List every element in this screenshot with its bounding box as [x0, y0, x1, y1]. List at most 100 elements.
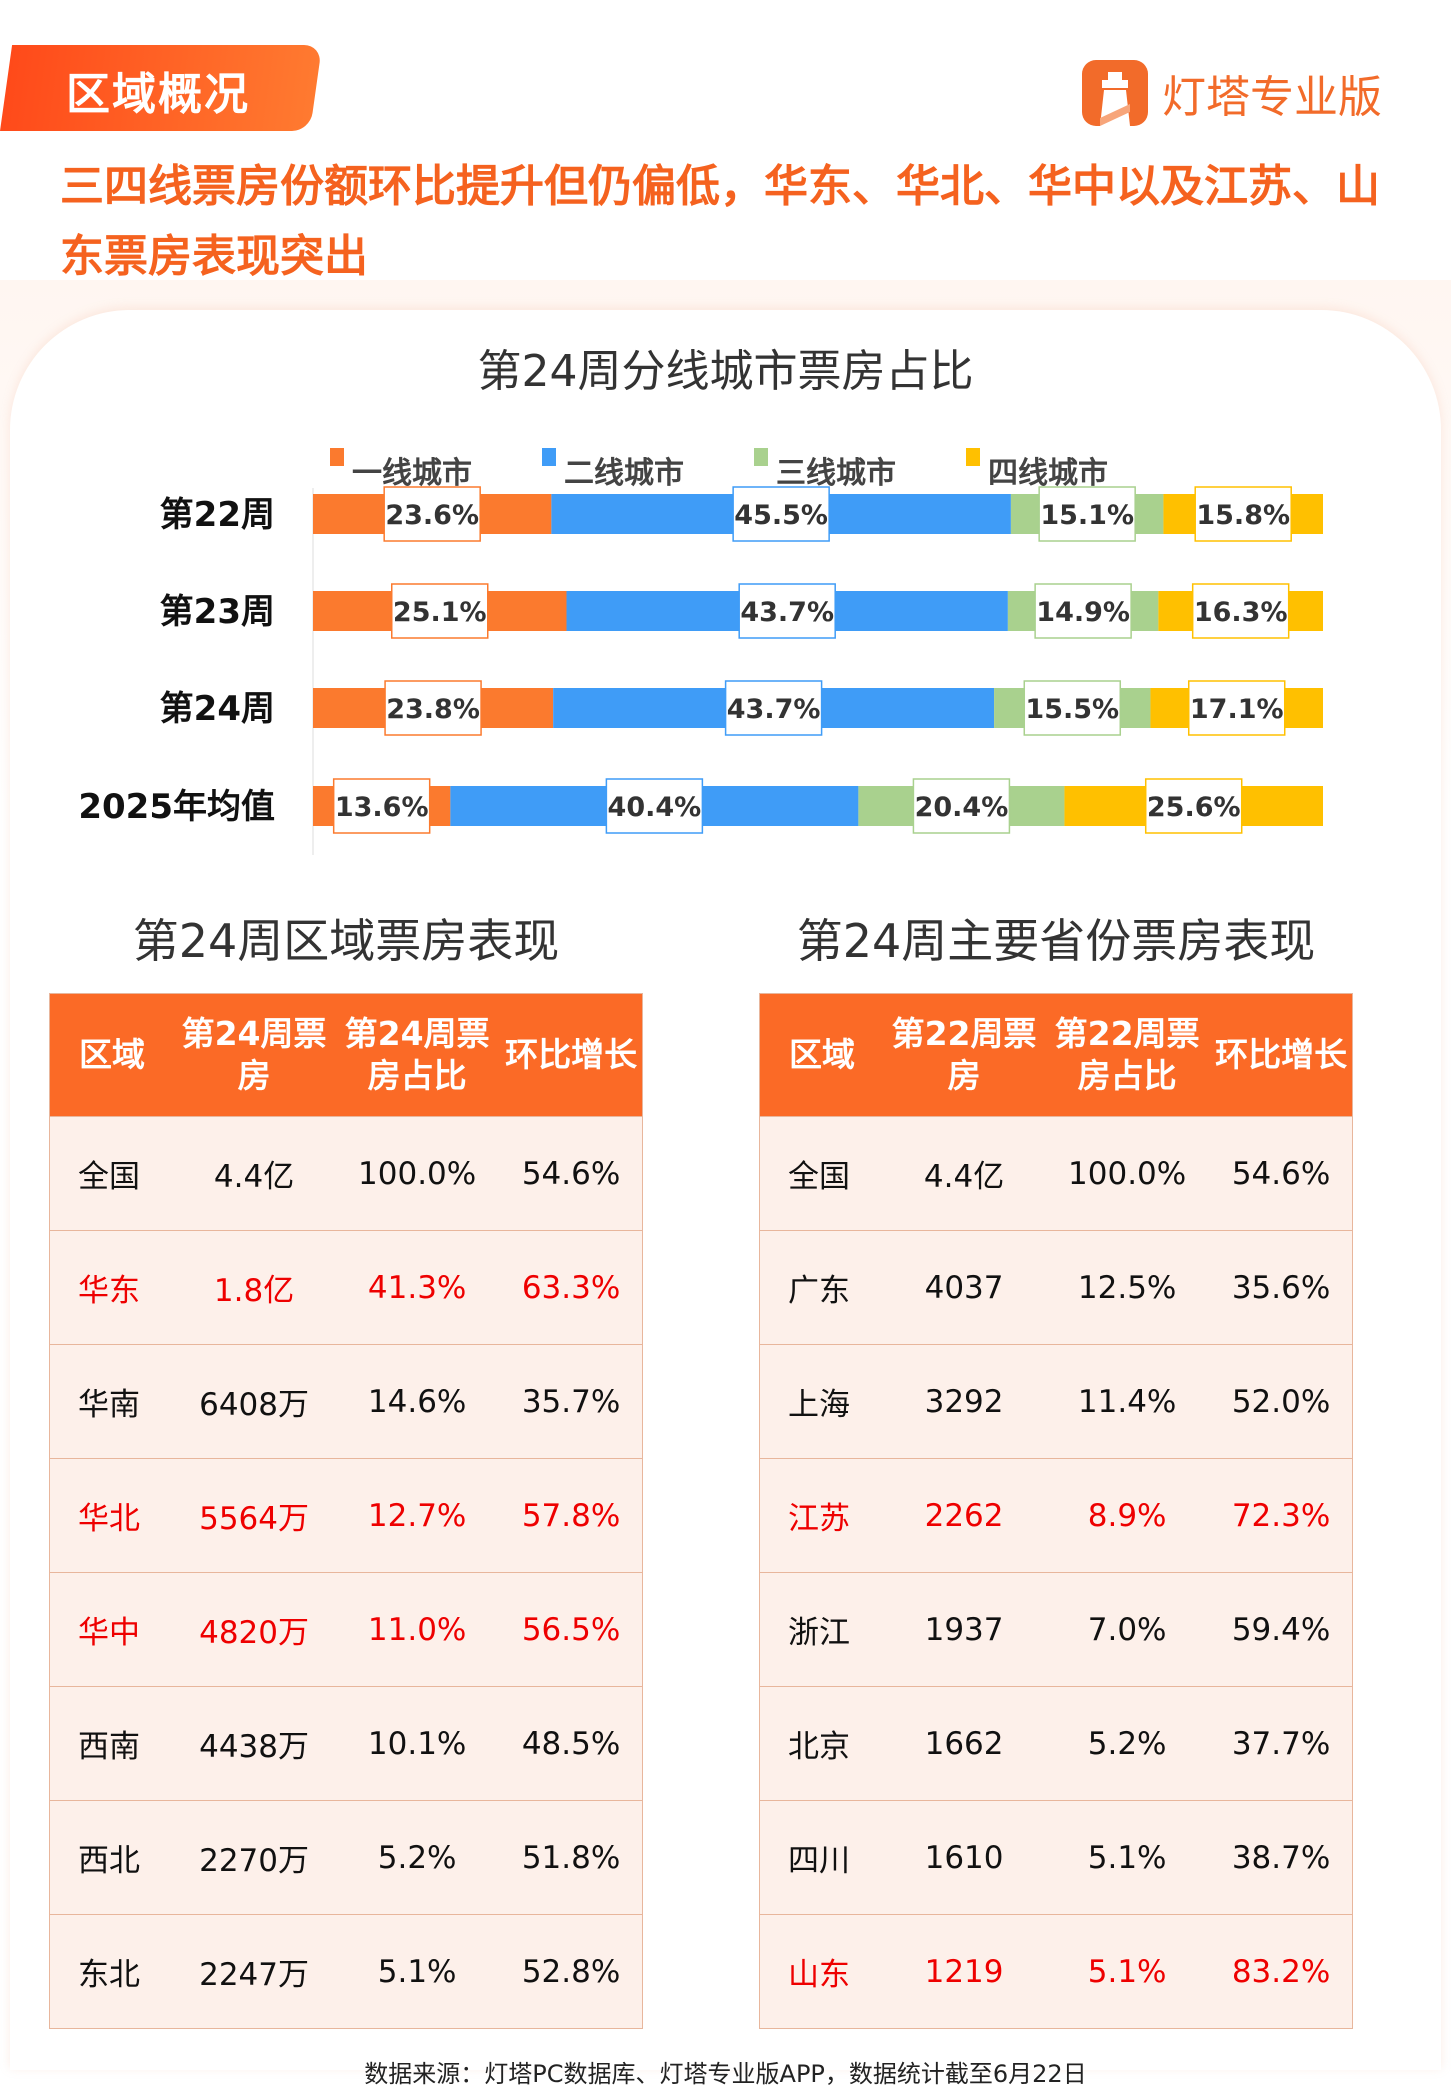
data-label-box	[912, 778, 1011, 834]
table-cell: 100.0%	[334, 1116, 501, 1231]
table-cell: 12.7%	[334, 1458, 501, 1573]
data-label-box	[605, 778, 704, 834]
table-cell: 38.7%	[1210, 1800, 1353, 1915]
table-row: 华中 4820万 11.0% 56.5%	[49, 1572, 643, 1687]
region-table: 区域 第24周票房 第24周票房占比 环比增长 全国 4.4亿 100.0% 54.6% 华东 1…	[49, 993, 643, 2029]
column-header: 第24周票房占比	[334, 993, 501, 1117]
legend-label: 二线城市	[564, 456, 684, 491]
table-row: 山东 1219 5.1% 83.2%	[759, 1914, 1353, 2029]
table-cell: 14.6%	[334, 1344, 501, 1459]
legend-label: 三线城市	[776, 456, 896, 491]
data-label-box	[732, 486, 830, 542]
table-row: 全国 4.4亿 100.0% 54.6%	[49, 1116, 643, 1231]
data-label: 43.7%	[740, 597, 834, 628]
lighthouse-icon	[1082, 60, 1148, 126]
table-cell: 浙江	[759, 1572, 885, 1687]
table-cell: 华北	[49, 1458, 175, 1573]
legend-label: 四线城市	[988, 456, 1108, 491]
table-cell: 12.5%	[1044, 1230, 1211, 1345]
legend-swatch	[966, 448, 980, 466]
brand-logo: 灯塔专业版	[1082, 60, 1382, 126]
column-header: 第22周票房	[884, 993, 1045, 1117]
table-cell: 西北	[49, 1800, 175, 1915]
data-label: 13.6%	[335, 792, 429, 823]
data-label-box	[1023, 680, 1122, 736]
table-row: 华北 5564万 12.7% 57.8%	[49, 1458, 643, 1573]
stacked-bar-chart: 第22周 23.6% 45.5% 15.1% 15.8% 第23周 25.1% 43.7% 14…	[78, 486, 1323, 855]
table-cell: 四川	[759, 1800, 885, 1915]
table-cell: 7.0%	[1044, 1572, 1211, 1687]
table-cell: 上海	[759, 1344, 885, 1459]
data-label: 25.1%	[393, 597, 487, 628]
table-row: 华东 1.8亿 41.3% 63.3%	[49, 1230, 643, 1345]
table-cell: 广东	[759, 1230, 885, 1345]
table-row: 江苏 2262 8.9% 72.3%	[759, 1458, 1353, 1573]
table-cell: 52.0%	[1210, 1344, 1353, 1459]
category-label: 第22周	[160, 495, 275, 535]
table-cell: 2270万	[174, 1800, 335, 1915]
data-label: 43.7%	[727, 694, 821, 725]
table-row: 西南 4438万 10.1% 48.5%	[49, 1686, 643, 1801]
table-cell: 100.0%	[1044, 1116, 1211, 1231]
table-cell: 1219	[884, 1914, 1045, 2029]
table-row: 西北 2270万 5.2% 51.8%	[49, 1800, 643, 1915]
column-header: 区域	[49, 993, 175, 1117]
table-cell: 华东	[49, 1230, 175, 1345]
table-cell: 35.7%	[500, 1344, 643, 1459]
table-row: 上海 3292 11.4% 52.0%	[759, 1344, 1353, 1459]
table-cell: 4.4亿	[174, 1116, 335, 1231]
table-cell: 35.6%	[1210, 1230, 1353, 1345]
category-label: 2025年均值	[78, 787, 275, 827]
table-row: 全国 4.4亿 100.0% 54.6%	[759, 1116, 1353, 1231]
table-cell: 5.1%	[1044, 1914, 1211, 2029]
table-cell: 5.1%	[1044, 1800, 1211, 1915]
table-cell: 西南	[49, 1686, 175, 1801]
table-cell: 山东	[759, 1914, 885, 2029]
table-cell: 48.5%	[500, 1686, 643, 1801]
data-label-box	[1144, 778, 1243, 834]
table-cell: 41.3%	[334, 1230, 501, 1345]
data-label: 45.5%	[734, 500, 828, 531]
table-cell: 2262	[884, 1458, 1045, 1573]
table-cell: 华中	[49, 1572, 175, 1687]
data-label: 23.8%	[386, 694, 480, 725]
table-cell: 4037	[884, 1230, 1045, 1345]
data-label-box	[332, 778, 431, 834]
table-row: 浙江 1937 7.0% 59.4%	[759, 1572, 1353, 1687]
table-row: 四川 1610 5.1% 38.7%	[759, 1800, 1353, 1915]
data-label: 14.9%	[1036, 597, 1130, 628]
legend-item: 三线城市	[754, 448, 896, 492]
column-header: 第22周票房占比	[1044, 993, 1211, 1117]
legend-swatch	[330, 448, 344, 466]
table-row: 北京 1662 5.2% 37.7%	[759, 1686, 1353, 1801]
table-cell: 4438万	[174, 1686, 335, 1801]
chart-legend: 一线城市 二线城市 三线城市 四线城市	[330, 448, 1108, 492]
section-tag-label: 区域概况	[66, 69, 250, 120]
table-cell: 5564万	[174, 1458, 335, 1573]
data-label: 16.3%	[1194, 597, 1288, 628]
table-cell: 63.3%	[500, 1230, 643, 1345]
table-cell: 5.1%	[334, 1914, 501, 2029]
table-cell: 2247万	[174, 1914, 335, 2029]
chart-title: 第24周分线城市票房占比	[477, 346, 974, 397]
headline: 三四线票房份额环比提升但仍偏低，华东、华北、华中以及江苏、山东票房表现突出	[60, 161, 1380, 282]
table-row: 东北 2247万 5.1% 52.8%	[49, 1914, 643, 2029]
table-cell: 11.0%	[334, 1572, 501, 1687]
data-label: 17.1%	[1190, 694, 1284, 725]
column-header: 环比增长	[500, 993, 643, 1117]
data-label: 15.5%	[1025, 694, 1119, 725]
table-cell: 8.9%	[1044, 1458, 1211, 1573]
legend-item: 二线城市	[542, 448, 684, 492]
table-cell: 3292	[884, 1344, 1045, 1459]
data-label-box	[384, 680, 482, 736]
category-label: 第23周	[160, 592, 275, 632]
table-cell: 72.3%	[1210, 1458, 1353, 1573]
table-cell: 1610	[884, 1800, 1045, 1915]
legend-item: 四线城市	[966, 448, 1108, 492]
data-label-box	[1038, 486, 1136, 542]
data-source-footer: 数据来源：灯塔PC数据库、灯塔专业版APP，数据统计截至6月22日	[364, 2060, 1087, 2088]
data-label: 25.6%	[1147, 792, 1241, 823]
data-label: 15.8%	[1196, 500, 1290, 531]
table-cell: 51.8%	[500, 1800, 643, 1915]
table-cell: 10.1%	[334, 1686, 501, 1801]
